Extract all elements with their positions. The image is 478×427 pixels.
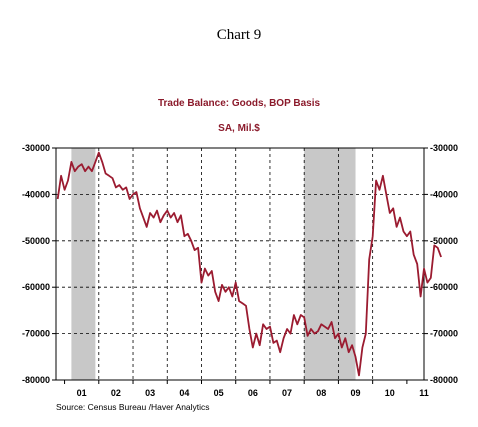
y-tick-label-left: -80000 xyxy=(22,375,50,385)
y-tick-label-left: -30000 xyxy=(22,143,50,153)
x-tick-label: 11 xyxy=(419,388,429,398)
x-tick-label: 02 xyxy=(111,388,121,398)
axis-ticks: -30000 -30000 -40000 -40000 -50000 -50000 -600… xyxy=(22,143,458,398)
x-tick-label: 07 xyxy=(282,388,292,398)
x-tick-label: 06 xyxy=(248,388,258,398)
x-tick-label: 08 xyxy=(316,388,326,398)
plot-frame xyxy=(55,147,425,381)
x-tick-label: 04 xyxy=(179,388,189,398)
source-note: Source: Census Bureau /Haver Analytics xyxy=(56,402,210,412)
x-tick-label: 05 xyxy=(214,388,224,398)
x-tick-label: 10 xyxy=(385,388,395,398)
chart-title: Trade Balance: Goods, BOP Basis xyxy=(158,98,321,109)
y-tick-label-right: -70000 xyxy=(430,329,458,339)
y-tick-label-right: -60000 xyxy=(430,282,458,292)
page-title: Chart 9 xyxy=(217,27,262,43)
x-tick-label: 01 xyxy=(77,388,87,398)
recession-band xyxy=(71,148,96,380)
x-tick-label: 09 xyxy=(351,388,361,398)
gridlines xyxy=(56,148,424,380)
x-tick-label: 03 xyxy=(145,388,155,398)
series-layer xyxy=(56,151,442,377)
y-tick-label-left: -40000 xyxy=(22,189,50,199)
y-tick-label-left: -60000 xyxy=(22,282,50,292)
chart-subtitle: SA, Mil.$ xyxy=(218,123,260,134)
y-tick-label-right: -50000 xyxy=(430,236,458,246)
y-tick-label-left: -50000 xyxy=(22,236,50,246)
y-tick-label-right: -30000 xyxy=(430,143,458,153)
y-tick-label-left: -70000 xyxy=(22,329,50,339)
y-tick-label-right: -80000 xyxy=(430,375,458,385)
trade-balance-line xyxy=(56,151,442,377)
y-tick-label-right: -40000 xyxy=(430,189,458,199)
